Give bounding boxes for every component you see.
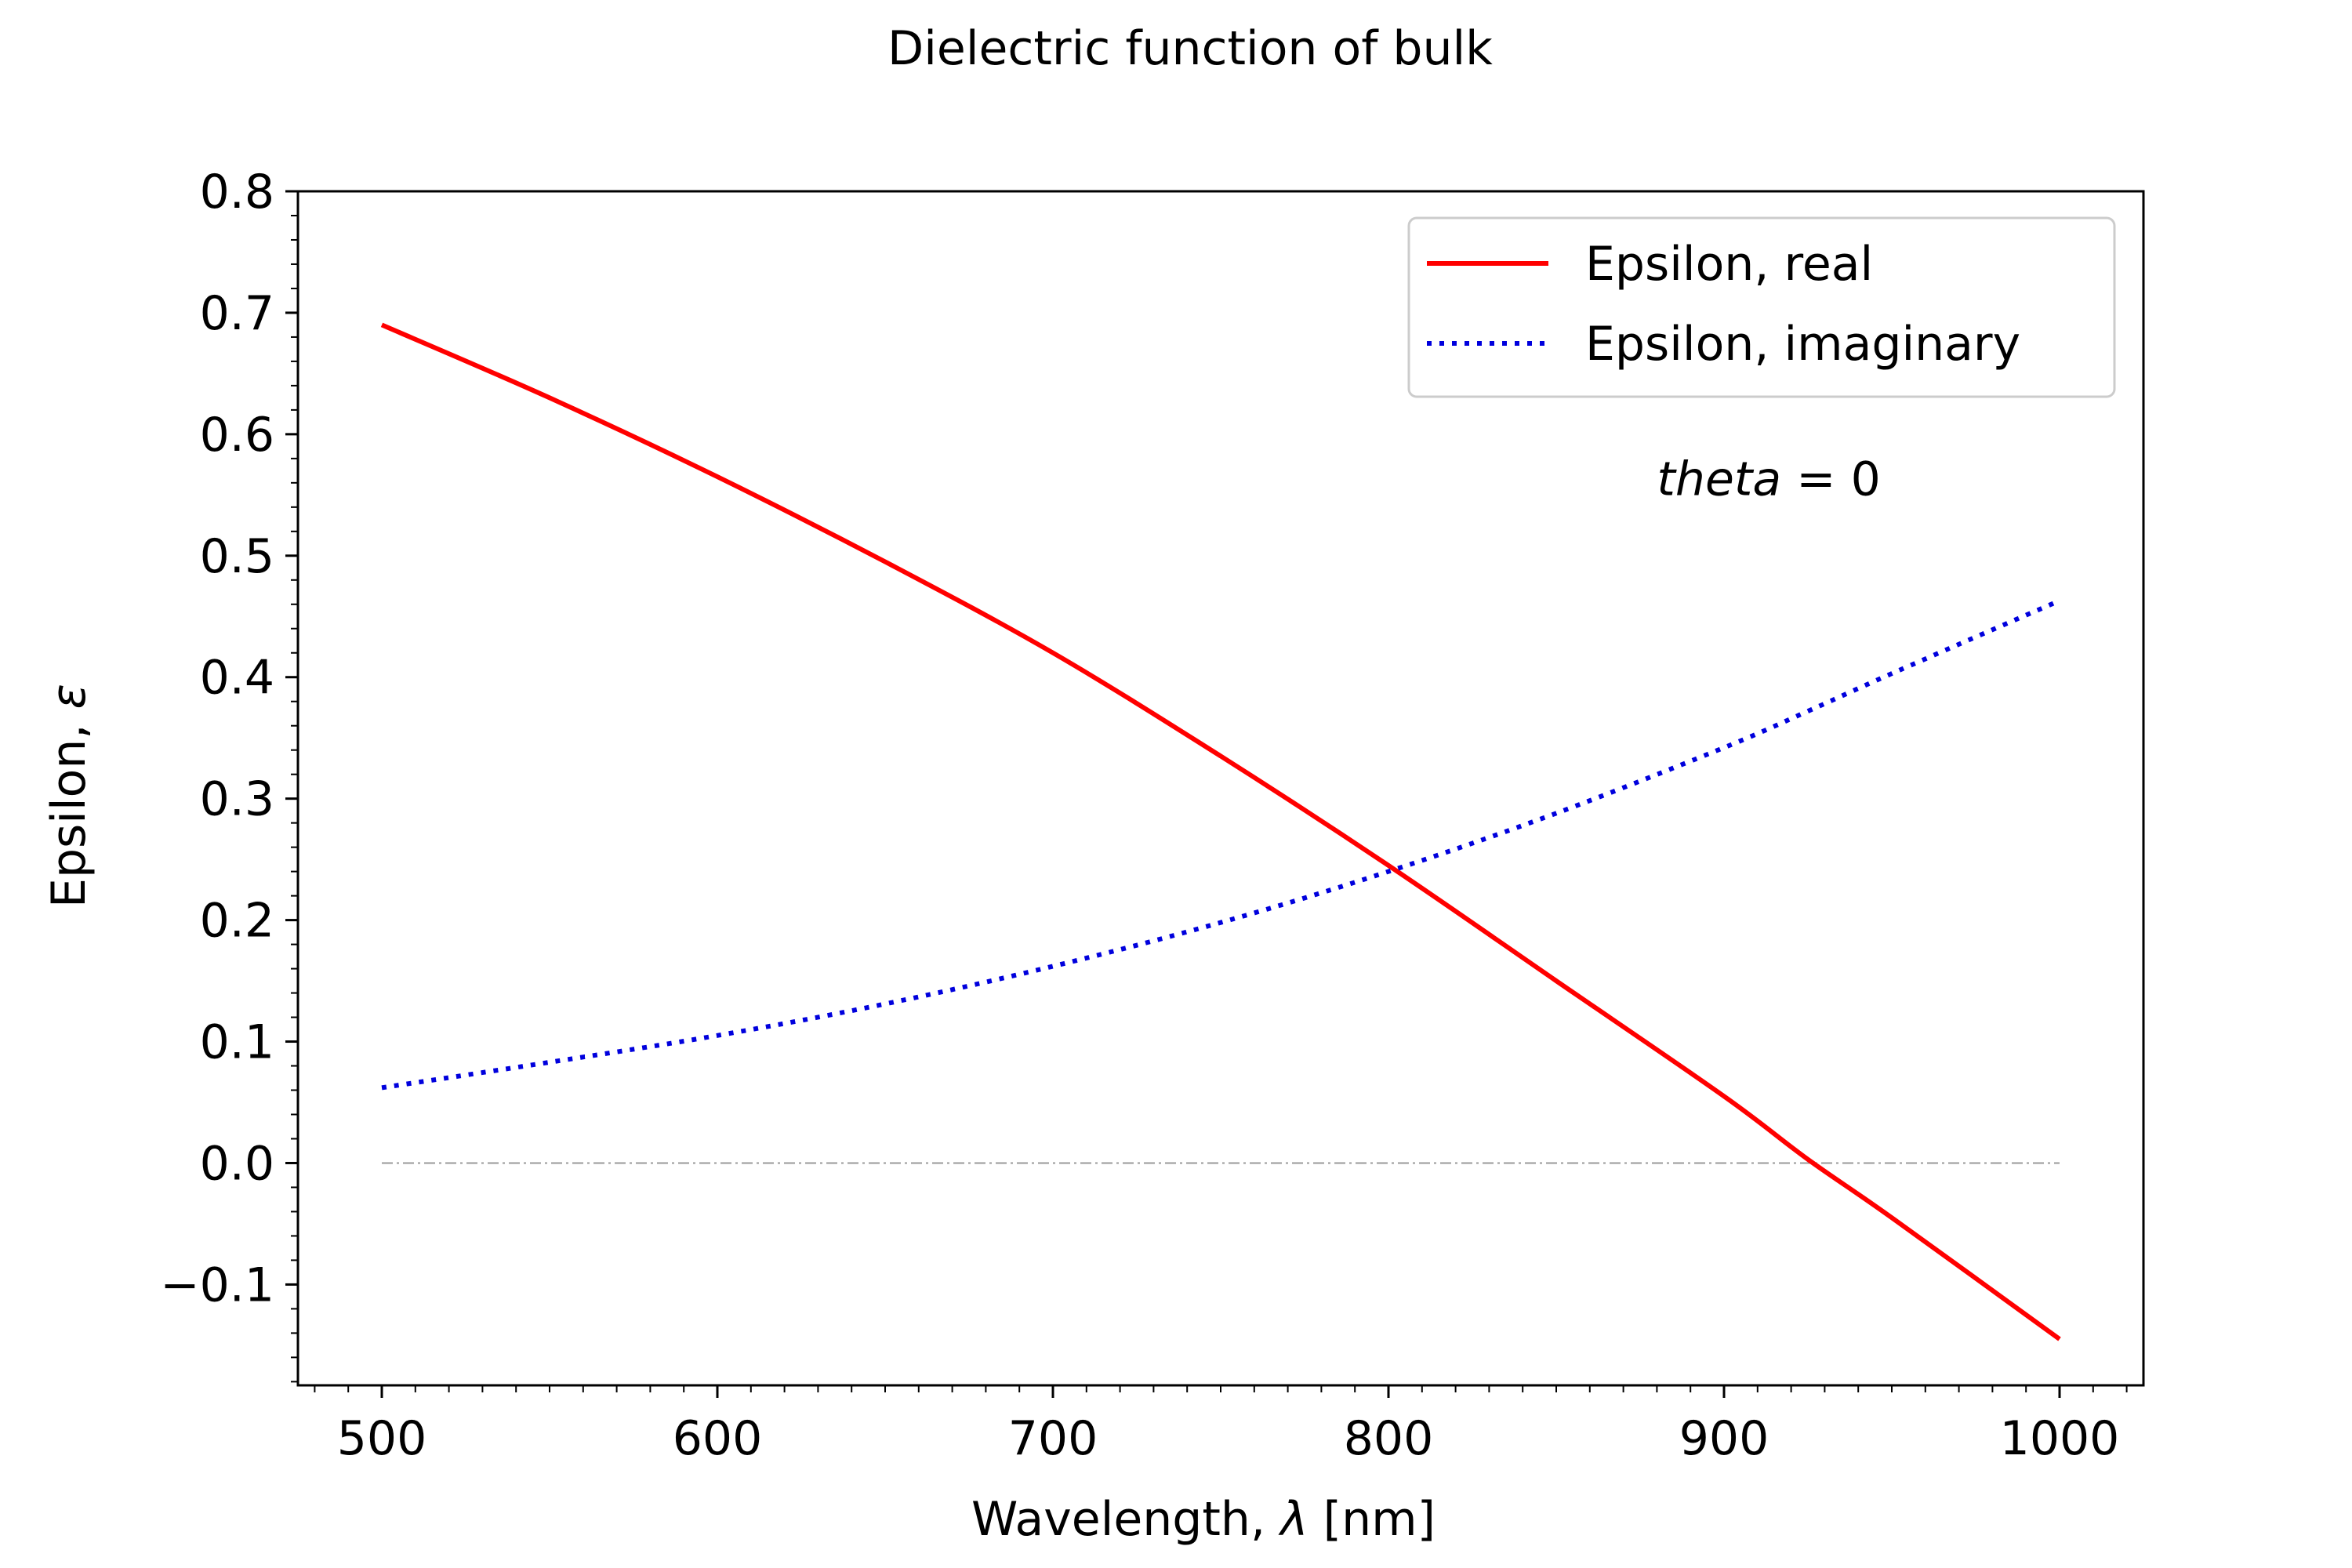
series-line-imaginary: [381, 598, 2061, 1091]
x-tick-label: 900: [1679, 1411, 1769, 1466]
y-tick-label: 0.2: [200, 894, 274, 949]
x-tick-label: 500: [337, 1411, 427, 1466]
series-line-real: [380, 322, 2061, 1341]
x-axis: 500 600 700 800 900 1000: [314, 1385, 2128, 1466]
legend-label-imaginary: Epsilon, imaginary: [1585, 317, 2020, 372]
series-layer: [380, 322, 2061, 1341]
x-tick-label: 800: [1344, 1411, 1434, 1466]
chart-title: Dielectric function of bulk: [887, 21, 1493, 76]
y-tick-label: 0.8: [200, 165, 274, 220]
x-tick-label: 1000: [2000, 1411, 2120, 1466]
y-tick-label: 0.7: [200, 286, 274, 341]
y-tick-label: 0.5: [200, 529, 274, 584]
x-tick-label: 600: [673, 1411, 763, 1466]
y-tick-label: 0.6: [200, 408, 274, 463]
theta-annotation: theta = 0: [1657, 452, 1880, 506]
y-tick-label: 0.1: [200, 1015, 274, 1070]
legend-label-real: Epsilon, real: [1585, 237, 1873, 292]
x-axis-label: Wavelength, λ [nm]: [971, 1492, 1436, 1547]
legend-box: [1407, 216, 2116, 398]
x-tick-label: 700: [1008, 1411, 1098, 1466]
y-tick-label: −0.1: [160, 1258, 274, 1312]
y-tick-label: 0.3: [200, 772, 274, 827]
legend: Epsilon, real Epsilon, imaginary: [1407, 216, 2116, 398]
y-axis-label: Epsilon, ε: [42, 684, 96, 908]
y-tick-label: 0.0: [200, 1136, 274, 1191]
y-axis: −0.1 0.0 0.1 0.2 0.3 0.4 0.5 0.6 0.7 0.8: [160, 165, 298, 1383]
y-tick-label: 0.4: [200, 651, 274, 706]
